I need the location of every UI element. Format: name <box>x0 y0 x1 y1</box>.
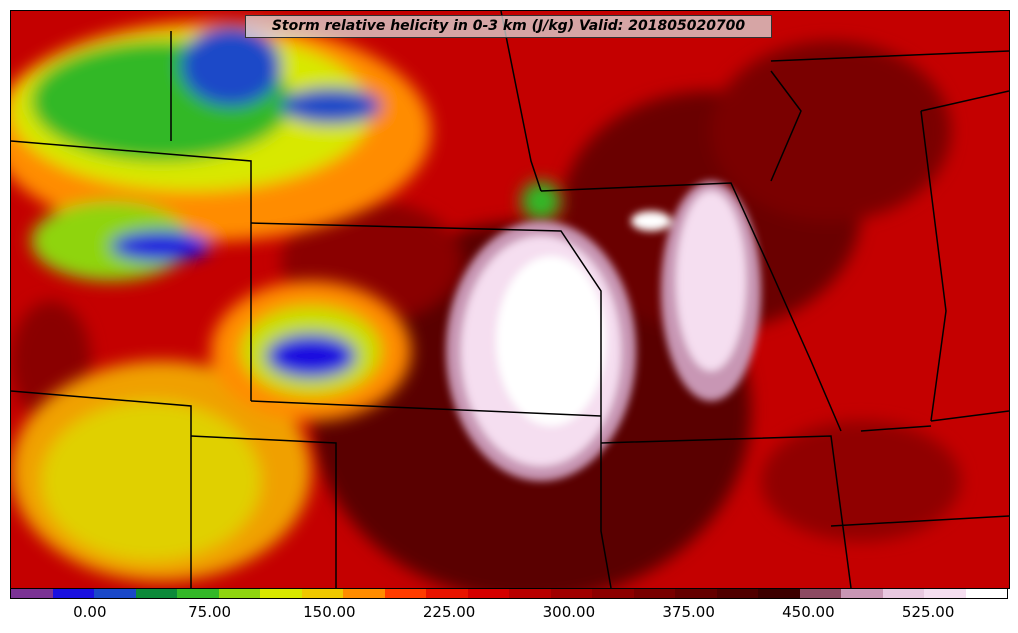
colorbar-segment <box>924 589 966 598</box>
colorbar-segment <box>426 589 468 598</box>
colorbar-tick-label: 0.00 <box>73 603 107 621</box>
colorbar-tick-label: 75.00 <box>188 603 232 621</box>
colorbar-segment <box>52 589 94 598</box>
colorbar-segment <box>592 589 634 598</box>
colorbar-segment <box>882 589 924 598</box>
colorbar-segment <box>841 589 883 598</box>
colorbar-tick-label: 300.00 <box>542 603 596 621</box>
colorbar-segment <box>550 589 592 598</box>
map-title: Storm relative helicity in 0-3 km (J/kg)… <box>245 15 772 38</box>
colorbar-tick-label: 375.00 <box>662 603 715 621</box>
helicity-map <box>10 10 1010 589</box>
colorbar-segment <box>509 589 551 598</box>
colorbar-segment <box>384 589 426 598</box>
colorbar-ticks: 0.00 75.00 150.00 225.00 300.00 375.00 450.00 5… <box>10 603 1008 623</box>
colorbar-segment <box>758 589 800 598</box>
high-helicity-core <box>446 181 761 481</box>
colorbar-segment <box>716 589 758 598</box>
colorbar-segment <box>675 589 717 598</box>
colorbar-tick-label: 150.00 <box>303 603 356 621</box>
colorbar-segment <box>11 589 53 598</box>
colorbar-segment <box>218 589 260 598</box>
colorbar-segment <box>633 589 675 598</box>
colorbar-segment <box>260 589 302 598</box>
colorbar-segment <box>94 589 136 598</box>
helicity-field <box>11 11 1009 588</box>
low-helicity-west <box>11 21 561 581</box>
colorbar-segment <box>467 589 509 598</box>
colorbar-segment <box>135 589 177 598</box>
colorbar-segment <box>343 589 385 598</box>
colorbar-tick-label: 450.00 <box>782 603 835 621</box>
colorbar-segment <box>965 589 1007 598</box>
state-borders <box>11 11 1009 588</box>
colorbar-tick-label: 225.00 <box>422 603 476 621</box>
colorbar-segment <box>799 589 841 598</box>
colorbar-tick-label: 525.00 <box>901 603 955 621</box>
colorbar-segment <box>177 589 219 598</box>
colorbar <box>10 588 1008 599</box>
colorbar-segment <box>301 589 343 598</box>
